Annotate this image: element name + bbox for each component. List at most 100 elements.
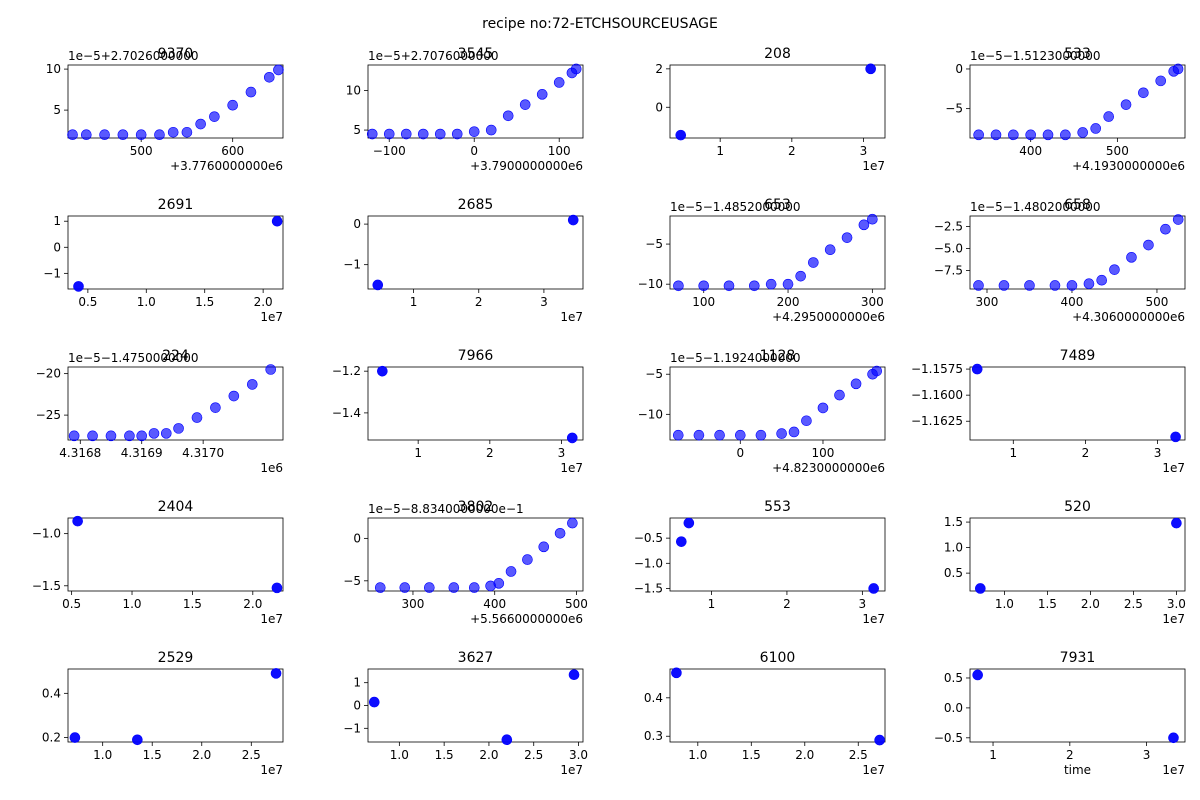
- subplot-title: 224: [162, 348, 189, 364]
- subplot-title: 6100: [760, 650, 796, 666]
- y-tick-label: −5: [945, 102, 963, 116]
- x-tick-label: 2.0: [243, 597, 262, 611]
- x-tick-label: 1.0: [688, 748, 707, 762]
- x-axis-label: time: [1064, 763, 1091, 777]
- x-tick-label: 1.0: [390, 748, 409, 762]
- data-point: [868, 583, 879, 594]
- x-tick-label: 1.0: [995, 597, 1014, 611]
- y-tick-label: 1.0: [944, 541, 963, 555]
- x-tick-label: 2: [486, 446, 494, 460]
- x-tick-label: 1.0: [93, 748, 112, 762]
- y-tick-label: −1.5: [32, 579, 61, 593]
- data-point: [693, 429, 705, 441]
- y-offset-label: 1e−5−1.5123000000: [970, 49, 1101, 63]
- plot-frame: [669, 215, 886, 290]
- subplot-7966: 7966 1 2 3 −1.4 −1.2 1e7: [332, 348, 584, 475]
- data-point: [87, 430, 98, 442]
- subplot-title: 2691: [158, 197, 194, 213]
- subplot-title: 553: [764, 499, 791, 515]
- plot-frame: [367, 215, 584, 290]
- data-point: [567, 517, 578, 529]
- data-point: [867, 213, 878, 225]
- plot-frame: [669, 64, 886, 139]
- data-point: [834, 389, 845, 401]
- y-tick-label: −5.0: [934, 242, 963, 256]
- x-offset-label: 1e7: [560, 461, 583, 475]
- data-point: [1090, 123, 1102, 134]
- data-point: [245, 86, 257, 98]
- x-tick-label: 2.5: [242, 748, 261, 762]
- data-point: [1171, 517, 1182, 529]
- data-point: [1083, 278, 1095, 290]
- subplot-653: 653 100 200 300 −10 −5 +4.2950000000e6 1e−5−1.4…: [638, 197, 886, 324]
- data-point: [749, 280, 760, 292]
- data-point: [400, 128, 412, 140]
- y-tick-label: 1: [353, 676, 361, 690]
- data-point: [448, 582, 460, 593]
- subplot-title: 7489: [1060, 348, 1096, 364]
- data-point: [676, 536, 687, 547]
- data-point: [824, 244, 836, 255]
- y-tick-label: 0.4: [644, 691, 663, 705]
- x-tick-label: 2: [1066, 748, 1074, 762]
- data-point: [485, 124, 497, 136]
- y-tick-label: 0: [655, 100, 663, 114]
- x-tick-label: 300: [402, 597, 425, 611]
- x-tick-label: 1.5: [195, 295, 214, 309]
- y-tick-label: 0: [353, 699, 361, 713]
- subplot-7931: 7931 1 2 3 −0.5 0.0 0.5 1e7 time: [934, 650, 1186, 777]
- y-offset-label: 1e−5−1.4852000000: [670, 200, 801, 214]
- plot-frame: [669, 517, 886, 592]
- y-tick-label: 2: [655, 62, 663, 76]
- x-tick-label: 400: [1019, 144, 1042, 158]
- data-point: [675, 129, 687, 141]
- data-point: [874, 734, 885, 746]
- subplot-9370: 9370 500 600 5 10 +3.7760000000e6 1e−5+2.70260…: [46, 46, 284, 173]
- data-point: [227, 99, 238, 111]
- subplot-520: 520 1.0 1.5 2.0 2.5 3.0 0.5 1.0 1.5 1e7: [944, 499, 1186, 626]
- data-point: [570, 63, 582, 75]
- data-point: [502, 110, 514, 122]
- data-point: [434, 128, 446, 140]
- x-tick-label: 3: [1154, 446, 1162, 460]
- data-point: [795, 270, 806, 282]
- subplot-1128: 1128 0 100 −10 −5 +4.8230000000e6 1e−5−1.19240…: [638, 348, 886, 475]
- y-tick-label: −5: [645, 367, 663, 381]
- x-tick-label: 1.5: [742, 748, 761, 762]
- y-tick-label: 10: [46, 62, 61, 76]
- x-tick-label: 3: [860, 144, 868, 158]
- y-tick-label: 0.5: [944, 671, 963, 685]
- data-point: [270, 668, 282, 679]
- y-tick-label: −1.1575: [911, 362, 963, 376]
- y-tick-label: 1.5: [944, 515, 963, 529]
- data-point: [788, 426, 800, 438]
- data-point: [68, 430, 80, 442]
- subplot-title: 3627: [458, 650, 494, 666]
- plot-frame: [67, 668, 284, 743]
- data-point: [1155, 75, 1167, 87]
- data-point: [271, 215, 283, 227]
- data-point: [1109, 264, 1120, 275]
- x-offset-label: 1e7: [560, 763, 583, 777]
- data-point: [776, 428, 787, 439]
- y-tick-label: −1.2: [332, 364, 361, 378]
- data-point: [1143, 239, 1154, 251]
- plot-frame: [367, 517, 584, 592]
- y-tick-label: 0: [353, 217, 361, 231]
- data-point: [73, 281, 84, 292]
- plot-frame: [67, 64, 284, 139]
- data-point: [1160, 223, 1171, 235]
- data-point: [1042, 129, 1054, 141]
- data-point: [124, 430, 135, 442]
- data-point: [399, 582, 411, 593]
- y-tick-label: −5: [343, 574, 361, 588]
- data-point: [683, 517, 695, 529]
- data-point: [374, 582, 386, 593]
- data-point: [1096, 274, 1108, 286]
- plot-frame: [367, 64, 584, 139]
- data-point: [154, 129, 165, 141]
- y-tick-label: −1: [43, 266, 61, 280]
- y-tick-label: 0.2: [42, 731, 61, 745]
- x-offset-label: 1e7: [1162, 461, 1185, 475]
- data-point: [117, 129, 129, 141]
